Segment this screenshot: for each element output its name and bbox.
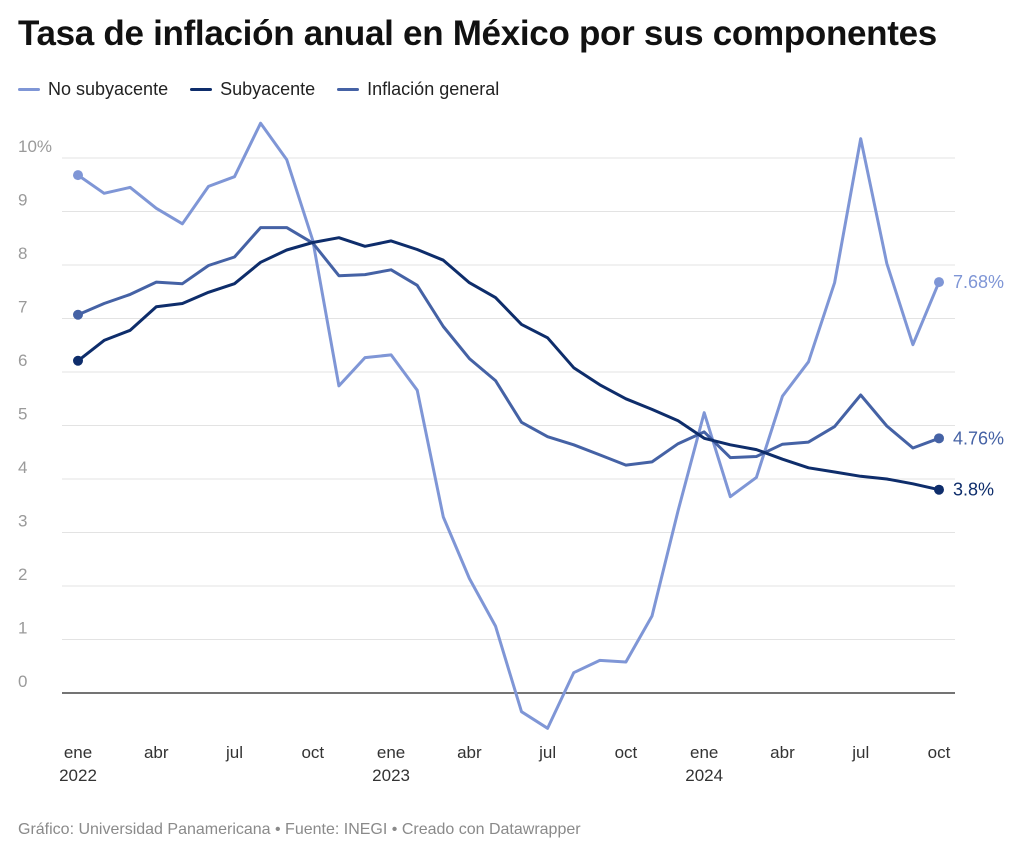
series-end-point-no-subyacente	[934, 277, 944, 288]
x-tick-label: ene	[64, 743, 92, 762]
x-tick-label: jul	[225, 743, 243, 762]
legend-label-no-subyacente: No subyacente	[48, 79, 169, 99]
x-tick-label: ene	[377, 743, 405, 762]
legend-item-subyacente: Subyacente	[190, 79, 315, 100]
x-tick-label: oct	[301, 743, 324, 762]
series-end-point-subyacente	[934, 484, 944, 495]
series-start-point-no-subyacente	[73, 170, 83, 181]
x-tick-label: abr	[457, 743, 482, 762]
y-tick-label: 2	[18, 565, 27, 584]
y-tick-label: 6	[18, 351, 27, 370]
x-tick-label: oct	[615, 743, 638, 762]
y-tick-label: 8	[18, 244, 27, 263]
series-start-point-subyacente	[73, 355, 83, 366]
x-tick-label: abr	[144, 743, 169, 762]
y-tick-label: 10%	[18, 137, 52, 156]
y-tick-label: 5	[18, 405, 27, 424]
legend-label-inflacion-general: Inflación general	[367, 79, 500, 99]
series-line-no-subyacente	[76, 121, 941, 730]
series-start-point-inflacion-general	[73, 309, 83, 320]
x-tick-label: ene	[690, 743, 718, 762]
legend-label-subyacente: Subyacente	[220, 79, 316, 99]
series-line-inflacion-general	[76, 226, 941, 467]
y-tick-label: 7	[18, 298, 27, 317]
series-end-point-inflacion-general	[934, 433, 944, 444]
legend-swatch-subyacente	[190, 88, 213, 91]
x-tick-label: jul	[851, 743, 869, 762]
series-end-label-no-subyacente: 7.68%	[953, 272, 1004, 292]
legend: No subyacente Subyacente Inflación gener…	[18, 79, 499, 100]
series-end-label-inflacion-general: 4.76%	[953, 428, 1004, 448]
legend-item-inflacion-general: Inflación general	[337, 79, 499, 100]
line-chart: 0 1 2 3 4 5 6 7 8 9 10% ene 2022 abr jul oct ene 2023 abr j…	[18, 121, 1004, 785]
footer-credit: Gráfico: Universidad Panamericana • Fuen…	[18, 821, 581, 838]
series-end-label-subyacente: 3.8%	[953, 480, 994, 500]
x-tick-year-label: 2023	[372, 766, 410, 785]
x-tick-year-label: 2022	[59, 766, 97, 785]
chart-title: Tasa de inflación anual en México por su…	[18, 14, 937, 53]
y-tick-label: 4	[18, 458, 27, 477]
series-line-subyacente	[76, 236, 941, 492]
y-tick-label: 9	[18, 191, 27, 210]
y-tick-label: 1	[18, 619, 27, 638]
legend-item-no-subyacente: No subyacente	[18, 79, 168, 100]
x-tick-label: jul	[538, 743, 556, 762]
legend-swatch-no-subyacente	[18, 88, 40, 91]
x-tick-label: abr	[770, 743, 795, 762]
x-tick-year-label: 2024	[685, 766, 723, 785]
y-tick-label: 0	[18, 672, 27, 691]
x-tick-label: oct	[928, 743, 951, 762]
legend-swatch-inflacion-general	[337, 88, 360, 91]
y-tick-label: 3	[18, 512, 27, 531]
